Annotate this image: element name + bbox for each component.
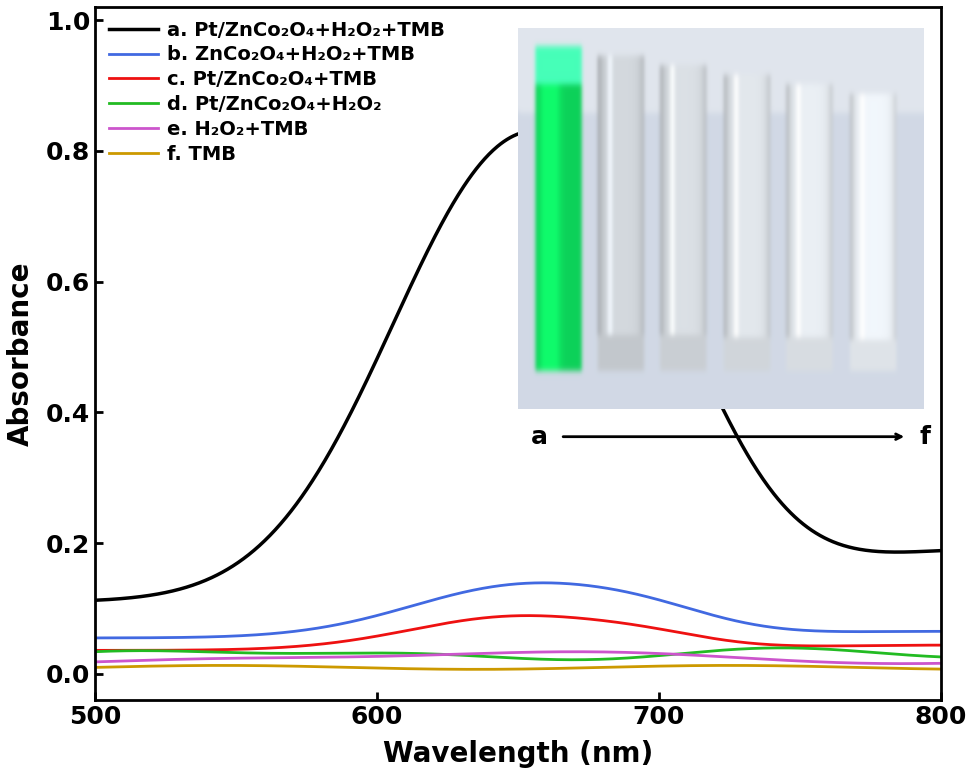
- f. TMB: [732, 661, 744, 670]
- d. Pt/ZnCo₂O₄+H₂O₂: [629, 653, 641, 662]
- e. H₂O₂+TMB: [898, 659, 910, 668]
- a. Pt/ZnCo₂O₄+H₂O₂+TMB: [604, 181, 616, 191]
- e. H₂O₂+TMB: [818, 657, 830, 666]
- d. Pt/ZnCo₂O₄+H₂O₂: [935, 653, 947, 662]
- Line: a. Pt/ZnCo₂O₄+H₂O₂+TMB: a. Pt/ZnCo₂O₄+H₂O₂+TMB: [95, 131, 941, 601]
- Line: e. H₂O₂+TMB: e. H₂O₂+TMB: [95, 652, 941, 663]
- f. TMB: [216, 661, 228, 670]
- e. H₂O₂+TMB: [731, 653, 743, 663]
- d. Pt/ZnCo₂O₄+H₂O₂: [568, 655, 580, 664]
- b. ZnCo₂O₄+H₂O₂+TMB: [731, 617, 743, 626]
- a. Pt/ZnCo₂O₄+H₂O₂+TMB: [581, 154, 593, 164]
- c. Pt/ZnCo₂O₄+TMB: [522, 611, 534, 620]
- c. Pt/ZnCo₂O₄+TMB: [141, 646, 153, 655]
- c. Pt/ZnCo₂O₄+TMB: [604, 617, 616, 626]
- f. TMB: [470, 665, 482, 674]
- a. Pt/ZnCo₂O₄+H₂O₂+TMB: [818, 533, 830, 542]
- Line: c. Pt/ZnCo₂O₄+TMB: c. Pt/ZnCo₂O₄+TMB: [95, 615, 941, 650]
- b. ZnCo₂O₄+H₂O₂+TMB: [604, 584, 616, 594]
- b. ZnCo₂O₄+H₂O₂+TMB: [581, 580, 593, 590]
- d. Pt/ZnCo₂O₄+H₂O₂: [776, 643, 788, 653]
- e. H₂O₂+TMB: [935, 659, 947, 668]
- Text: f: f: [919, 425, 930, 449]
- e. H₂O₂+TMB: [90, 657, 101, 666]
- c. Pt/ZnCo₂O₄+TMB: [629, 620, 641, 629]
- f. TMB: [582, 663, 594, 673]
- f. TMB: [605, 663, 617, 672]
- d. Pt/ZnCo₂O₄+H₂O₂: [141, 646, 153, 656]
- e. H₂O₂+TMB: [629, 648, 641, 657]
- e. H₂O₂+TMB: [569, 647, 581, 656]
- d. Pt/ZnCo₂O₄+H₂O₂: [581, 655, 593, 664]
- b. ZnCo₂O₄+H₂O₂+TMB: [629, 589, 641, 598]
- a. Pt/ZnCo₂O₄+H₂O₂+TMB: [90, 596, 101, 605]
- a. Pt/ZnCo₂O₄+H₂O₂+TMB: [629, 222, 641, 232]
- e. H₂O₂+TMB: [141, 656, 153, 665]
- b. ZnCo₂O₄+H₂O₂+TMB: [141, 633, 153, 642]
- c. Pt/ZnCo₂O₄+TMB: [581, 615, 593, 624]
- c. Pt/ZnCo₂O₄+TMB: [818, 641, 830, 650]
- f. TMB: [820, 662, 832, 671]
- d. Pt/ZnCo₂O₄+H₂O₂: [820, 645, 832, 654]
- a. Pt/ZnCo₂O₄+H₂O₂+TMB: [141, 591, 153, 601]
- Line: b. ZnCo₂O₄+H₂O₂+TMB: b. ZnCo₂O₄+H₂O₂+TMB: [95, 583, 941, 638]
- b. ZnCo₂O₄+H₂O₂+TMB: [935, 627, 947, 636]
- f. TMB: [90, 663, 101, 672]
- Line: d. Pt/ZnCo₂O₄+H₂O₂: d. Pt/ZnCo₂O₄+H₂O₂: [95, 648, 941, 660]
- f. TMB: [630, 662, 642, 671]
- Legend: a. Pt/ZnCo₂O₄+H₂O₂+TMB, b. ZnCo₂O₄+H₂O₂+TMB, c. Pt/ZnCo₂O₄+TMB, d. Pt/ZnCo₂O₄+H₂: a. Pt/ZnCo₂O₄+H₂O₂+TMB, b. ZnCo₂O₄+H₂O₂+…: [105, 17, 449, 167]
- d. Pt/ZnCo₂O₄+H₂O₂: [731, 645, 743, 654]
- e. H₂O₂+TMB: [581, 647, 593, 656]
- Line: f. TMB: f. TMB: [95, 666, 941, 670]
- b. ZnCo₂O₄+H₂O₂+TMB: [818, 626, 830, 636]
- b. ZnCo₂O₄+H₂O₂+TMB: [90, 633, 101, 642]
- d. Pt/ZnCo₂O₄+H₂O₂: [604, 654, 616, 663]
- Y-axis label: Absorbance: Absorbance: [7, 261, 35, 446]
- e. H₂O₂+TMB: [604, 647, 616, 656]
- f. TMB: [141, 662, 153, 671]
- f. TMB: [935, 664, 947, 673]
- X-axis label: Wavelength (nm): Wavelength (nm): [383, 740, 654, 768]
- c. Pt/ZnCo₂O₄+TMB: [935, 640, 947, 649]
- a. Pt/ZnCo₂O₄+H₂O₂+TMB: [530, 126, 542, 136]
- a. Pt/ZnCo₂O₄+H₂O₂+TMB: [731, 432, 743, 442]
- d. Pt/ZnCo₂O₄+H₂O₂: [90, 647, 101, 656]
- a. Pt/ZnCo₂O₄+H₂O₂+TMB: [935, 546, 947, 555]
- c. Pt/ZnCo₂O₄+TMB: [731, 637, 743, 646]
- c. Pt/ZnCo₂O₄+TMB: [90, 646, 101, 655]
- Text: a: a: [531, 425, 547, 449]
- b. ZnCo₂O₄+H₂O₂+TMB: [537, 578, 548, 587]
